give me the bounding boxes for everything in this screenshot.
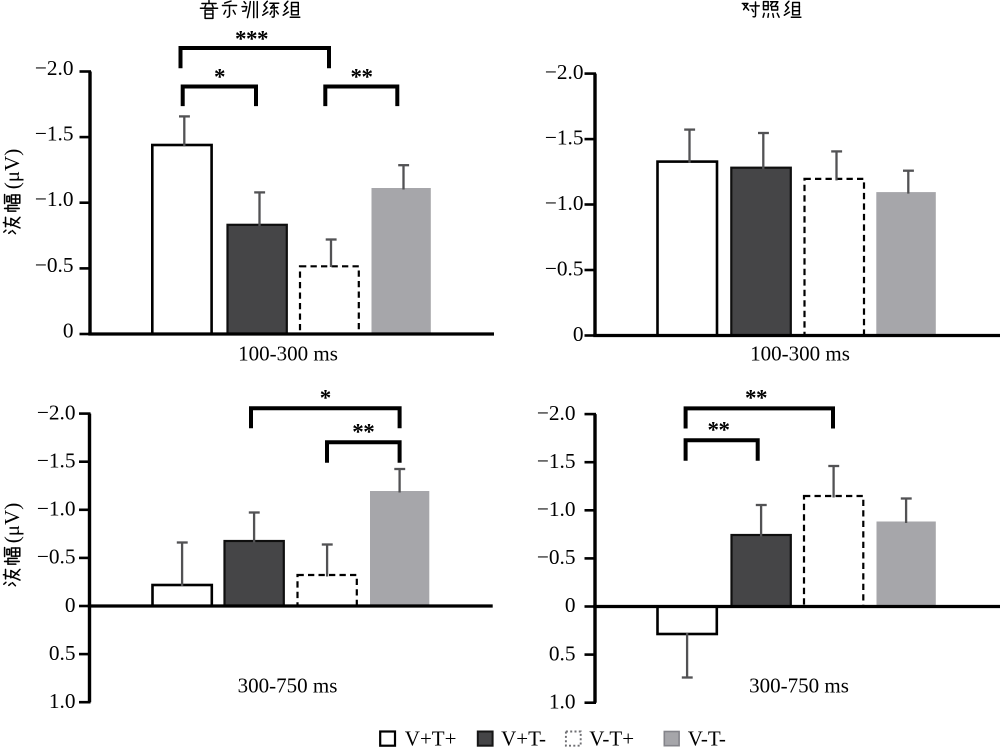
svg-text:**: **: [708, 417, 730, 442]
svg-text:V-T-: V-T-: [688, 727, 726, 748]
svg-text:300-750 ms: 300-750 ms: [749, 674, 849, 698]
svg-text:−0.5: −0.5: [37, 545, 76, 569]
svg-text:**: **: [352, 419, 374, 444]
svg-text:0: 0: [565, 593, 576, 617]
svg-text:100-300 ms: 100-300 ms: [750, 342, 850, 366]
svg-text:0: 0: [65, 593, 76, 617]
svg-text:−1.5: −1.5: [35, 122, 74, 146]
svg-text:100-300 ms: 100-300 ms: [238, 342, 338, 366]
svg-text:−1.0: −1.0: [537, 497, 576, 521]
svg-text:V+T+: V+T+: [405, 727, 457, 748]
svg-text:(μV): (μV): [0, 503, 24, 543]
svg-text:−1.0: −1.0: [37, 497, 76, 521]
svg-text:**: **: [745, 385, 767, 410]
svg-text:*: *: [214, 65, 225, 90]
svg-text:−2.0: −2.0: [545, 60, 584, 84]
svg-text:V+T-: V+T-: [501, 727, 546, 748]
svg-text:−2.0: −2.0: [37, 400, 76, 424]
svg-text:1.0: 1.0: [49, 689, 76, 713]
svg-text:***: ***: [235, 27, 268, 52]
svg-text:−0.5: −0.5: [35, 253, 74, 277]
svg-text:−1.5: −1.5: [37, 449, 76, 473]
svg-text:−2.0: −2.0: [35, 56, 74, 80]
svg-text:−0.5: −0.5: [545, 257, 584, 281]
svg-text:−1.5: −1.5: [545, 126, 584, 150]
svg-text:−0.5: −0.5: [537, 545, 576, 569]
svg-text:0.5: 0.5: [49, 641, 76, 665]
svg-text:(μV): (μV): [0, 149, 24, 189]
svg-text:300-750 ms: 300-750 ms: [238, 674, 338, 698]
svg-text:**: **: [351, 65, 373, 90]
svg-text:V-T+: V-T+: [589, 727, 634, 748]
svg-text:−1.0: −1.0: [545, 191, 584, 215]
svg-text:0: 0: [63, 318, 74, 342]
svg-text:*: *: [320, 385, 331, 410]
svg-text:0.5: 0.5: [549, 641, 576, 665]
svg-text:−1.5: −1.5: [537, 449, 576, 473]
svg-text:−2.0: −2.0: [537, 401, 576, 425]
svg-text:0: 0: [573, 322, 584, 346]
svg-text:1.0: 1.0: [549, 689, 576, 713]
svg-text:−1.0: −1.0: [35, 187, 74, 211]
